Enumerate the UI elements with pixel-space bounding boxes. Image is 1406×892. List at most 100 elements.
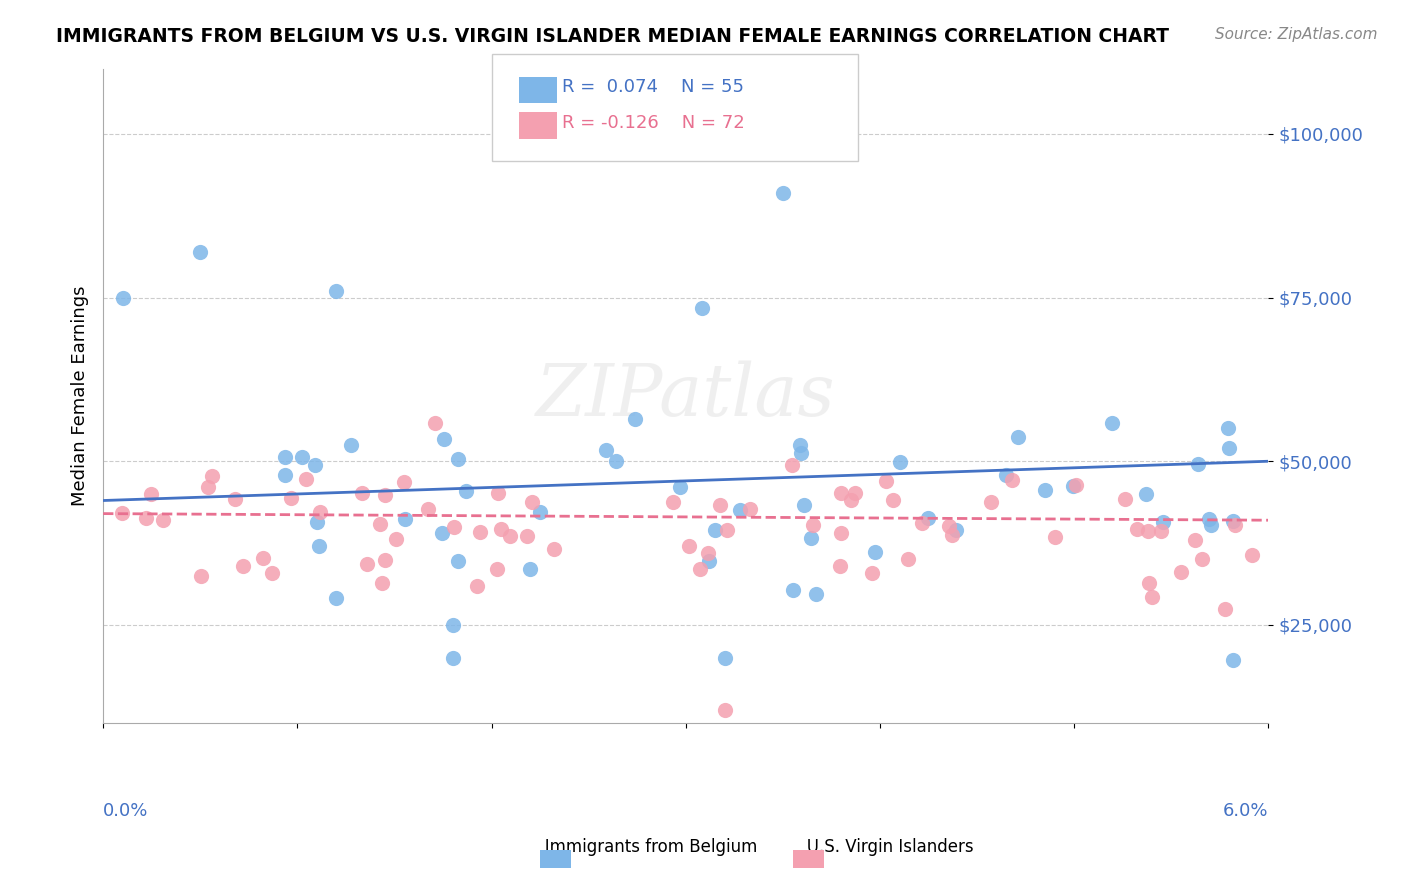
Point — [1184, 533, 1206, 547]
Point — [188, 244, 211, 259]
Point — [499, 529, 522, 543]
Point — [1033, 483, 1056, 497]
Point — [519, 562, 541, 576]
Point — [232, 558, 254, 573]
Point — [543, 542, 565, 557]
Point — [938, 518, 960, 533]
Point — [830, 486, 852, 500]
Point — [897, 552, 920, 566]
Point — [489, 522, 512, 536]
Point — [917, 511, 939, 525]
Point — [1135, 486, 1157, 500]
Point — [443, 520, 465, 534]
Point — [995, 468, 1018, 483]
Point — [1152, 515, 1174, 529]
Point — [1125, 522, 1147, 536]
Point — [863, 545, 886, 559]
Point — [305, 515, 328, 529]
Point — [135, 511, 157, 525]
Point — [1218, 441, 1240, 455]
Point — [1150, 524, 1173, 539]
Text: Immigrants from Belgium: Immigrants from Belgium — [508, 838, 758, 856]
Point — [828, 559, 851, 574]
Point — [139, 487, 162, 501]
Point — [789, 446, 811, 460]
Point — [1170, 565, 1192, 579]
Point — [882, 492, 904, 507]
Point — [190, 568, 212, 582]
Point — [713, 703, 735, 717]
Point — [690, 301, 713, 316]
Point — [738, 501, 761, 516]
Text: 0.0%: 0.0% — [103, 802, 149, 820]
Point — [1218, 421, 1240, 435]
Point — [371, 576, 394, 591]
Point — [441, 618, 464, 632]
Point — [1225, 517, 1247, 532]
Point — [529, 506, 551, 520]
Point — [260, 566, 283, 580]
Point — [1045, 529, 1067, 543]
Point — [456, 484, 478, 499]
Point — [789, 438, 811, 452]
Point — [716, 523, 738, 537]
Point — [1114, 491, 1136, 506]
Point — [980, 495, 1002, 509]
Point — [1142, 590, 1164, 604]
Point — [678, 540, 700, 554]
Point — [623, 412, 645, 426]
Point — [374, 553, 396, 567]
Point — [713, 650, 735, 665]
Point — [309, 505, 332, 519]
Point — [782, 582, 804, 597]
Point — [432, 525, 454, 540]
Text: R =  0.074    N = 55: R = 0.074 N = 55 — [562, 78, 744, 96]
Point — [465, 579, 488, 593]
Point — [1066, 477, 1088, 491]
Point — [728, 503, 751, 517]
Point — [423, 416, 446, 430]
Point — [197, 480, 219, 494]
Point — [516, 529, 538, 543]
Point — [1222, 653, 1244, 667]
Point — [385, 533, 408, 547]
Point — [689, 562, 711, 576]
Point — [280, 491, 302, 506]
Point — [1187, 457, 1209, 471]
Point — [792, 498, 814, 512]
Text: Source: ZipAtlas.com: Source: ZipAtlas.com — [1215, 27, 1378, 42]
Point — [1191, 552, 1213, 566]
Point — [111, 506, 134, 520]
Point — [1222, 514, 1244, 528]
Point — [1062, 479, 1084, 493]
Text: IMMIGRANTS FROM BELGIUM VS U.S. VIRGIN ISLANDER MEDIAN FEMALE EARNINGS CORRELATI: IMMIGRANTS FROM BELGIUM VS U.S. VIRGIN I… — [56, 27, 1170, 45]
Point — [368, 516, 391, 531]
Point — [274, 468, 297, 483]
Point — [1101, 417, 1123, 431]
Point — [356, 557, 378, 571]
Point — [709, 499, 731, 513]
Y-axis label: Median Female Earnings: Median Female Earnings — [72, 285, 89, 506]
Point — [1001, 473, 1024, 487]
Point — [304, 458, 326, 472]
Point — [374, 488, 396, 502]
Point — [111, 291, 134, 305]
Point — [325, 591, 347, 606]
Text: R = -0.126    N = 72: R = -0.126 N = 72 — [562, 114, 745, 132]
Point — [839, 493, 862, 508]
Point — [844, 485, 866, 500]
Point — [308, 539, 330, 553]
Point — [1213, 602, 1236, 616]
Point — [595, 443, 617, 458]
Point — [295, 472, 318, 486]
Text: U.S. Virgin Islanders: U.S. Virgin Islanders — [770, 838, 973, 856]
Point — [394, 512, 416, 526]
Point — [486, 485, 509, 500]
Point — [446, 554, 468, 568]
Point — [224, 492, 246, 507]
Point — [772, 186, 794, 200]
Point — [416, 502, 439, 516]
Point — [447, 452, 470, 467]
Point — [201, 468, 224, 483]
Point — [662, 495, 685, 509]
